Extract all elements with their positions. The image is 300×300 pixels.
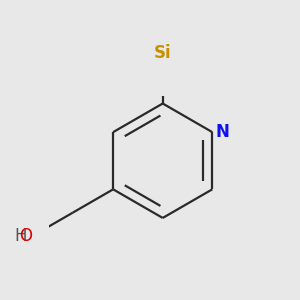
Text: Si: Si: [154, 44, 172, 62]
Text: HO: HO: [4, 227, 33, 245]
Text: H: H: [15, 227, 27, 245]
Text: N: N: [215, 123, 229, 141]
Text: O: O: [19, 227, 32, 245]
